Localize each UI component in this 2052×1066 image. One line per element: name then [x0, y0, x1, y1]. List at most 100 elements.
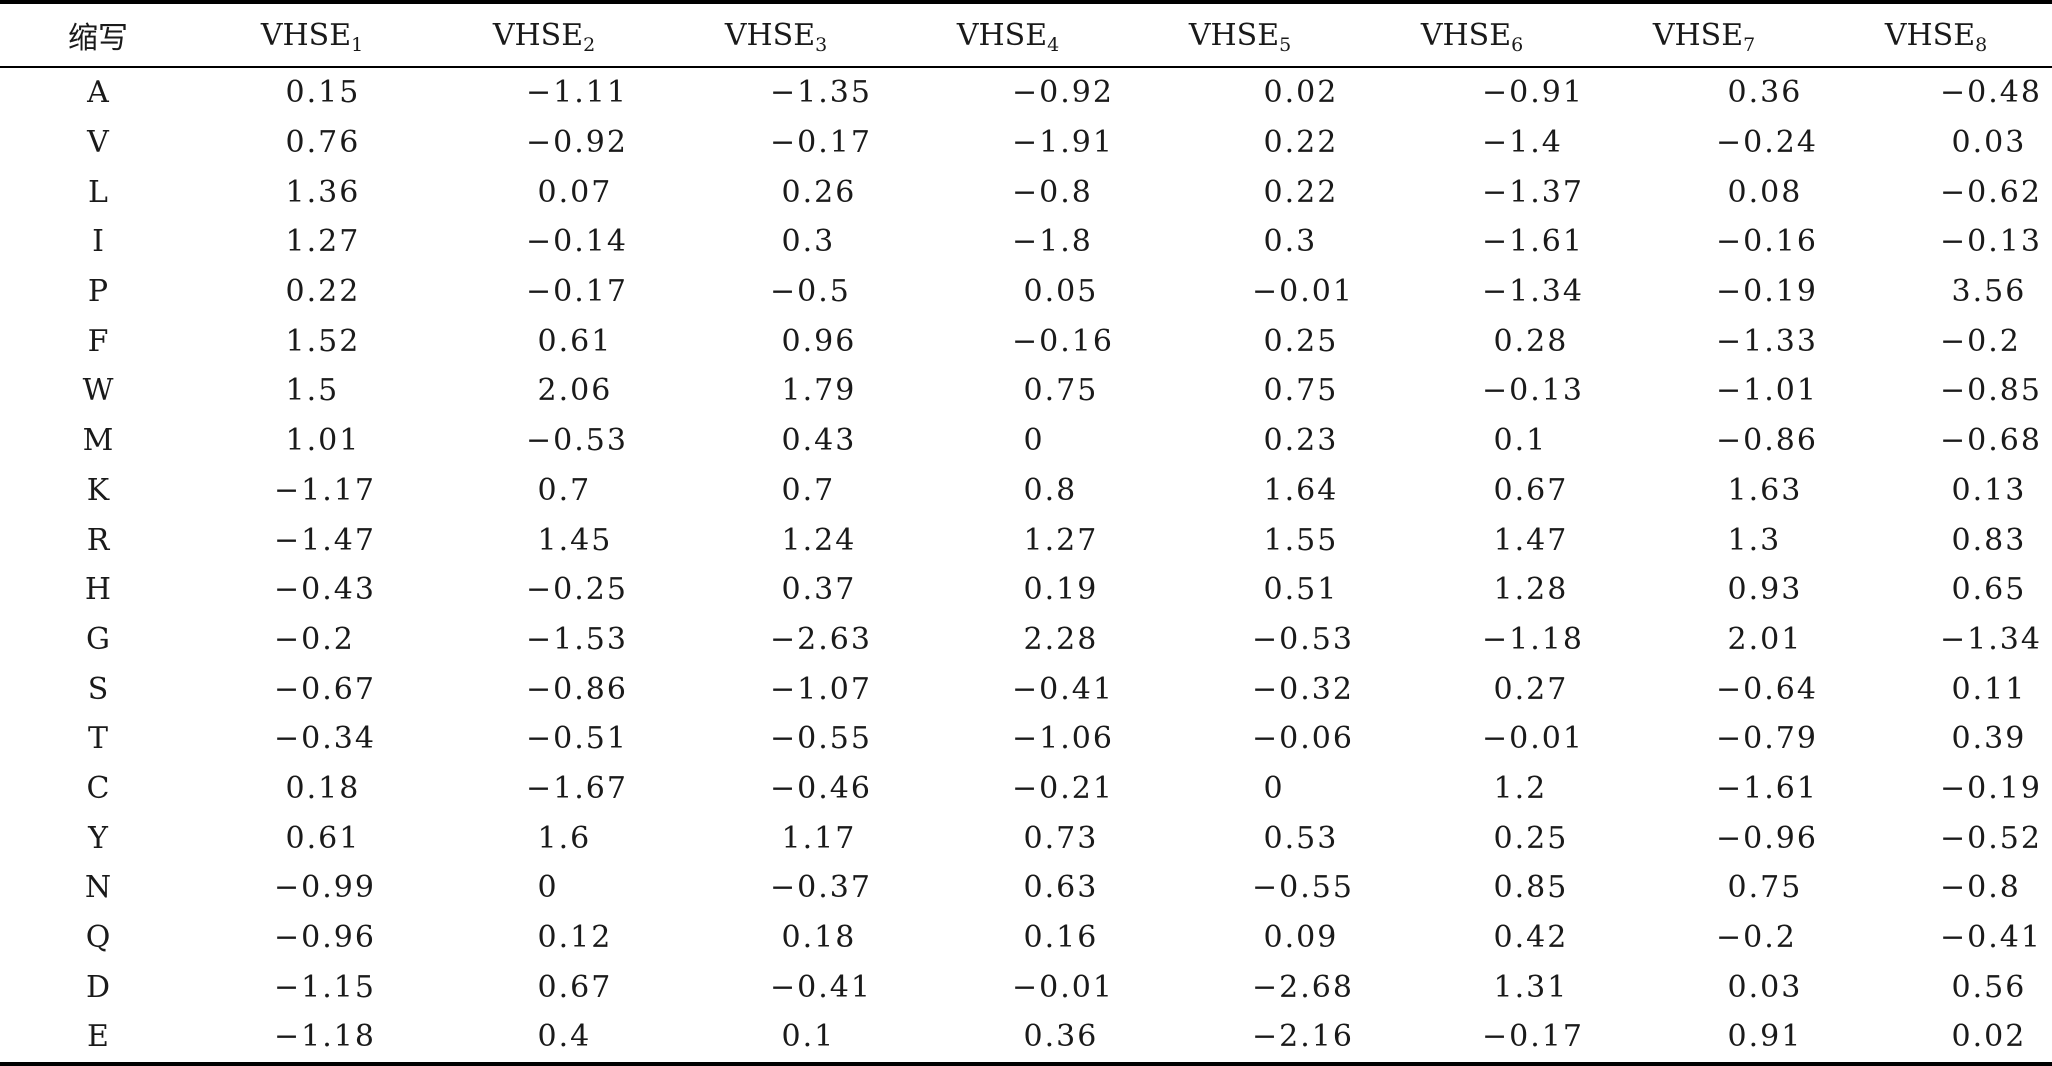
vhse-3-value: −0.17 [770, 125, 872, 161]
vhse-5-value: −2.68 [1252, 969, 1354, 1005]
vhse-7-value: −0.16 [1716, 224, 1818, 260]
vhse-1-value: 0.61 [274, 820, 361, 856]
vhse-6-value: 1.28 [1482, 572, 1569, 608]
amino-acid-abbreviation: E [87, 1019, 109, 1055]
vhse-1-value: 0.15 [274, 75, 361, 111]
vhse-2-value: 0.67 [526, 969, 613, 1005]
vhse-4-value: −0.92 [1012, 75, 1114, 111]
table-row: L 1.36 0.07 0.26 −0.8 0.22 −1.37 0.08 −0.62 [0, 167, 2052, 217]
vhse-6-value: −1.4 [1482, 125, 1563, 161]
vhse-4-value: 0 [1012, 423, 1045, 459]
vhse-5-value: 0.02 [1252, 75, 1339, 111]
vhse-8-value: 0.56 [1940, 969, 2027, 1005]
vhse-4-value: 0.8 [1012, 472, 1078, 508]
table-row: E −1.18 0.4 0.1 0.36 −2.16 −0.17 0.91 0.02 [0, 1012, 2052, 1064]
vhse-6-value: −0.13 [1482, 373, 1584, 409]
table-row: V 0.76 −0.92 −0.17 −1.91 0.22 −1.4 −0.24 0.03 [0, 118, 2052, 168]
vhse-8-value: −0.13 [1940, 224, 2042, 260]
table-row: A 0.15 −1.11 −1.35 −0.92 0.02 −0.91 0.36 −0.4… [0, 67, 2052, 118]
table-row: M 1.01 −0.53 0.43 0 0.23 0.1 −0.86 −0.68 [0, 416, 2052, 466]
vhse-8-value: −0.52 [1940, 820, 2042, 856]
vhse-6-value: 1.47 [1482, 522, 1569, 558]
vhse-5-value: 0.3 [1252, 224, 1318, 260]
vhse-7-value: 0.08 [1716, 174, 1803, 210]
vhse-8-value: 0.83 [1940, 522, 2027, 558]
table-row: Y 0.61 1.6 1.17 0.73 0.53 0.25 −0.96 −0.52 [0, 813, 2052, 863]
vhse-1-value: −0.99 [274, 870, 376, 906]
vhse-3-value: 0.3 [770, 224, 836, 260]
vhse-4-value: 0.36 [1012, 1019, 1099, 1055]
vhse-1-value: −1.18 [274, 1019, 376, 1055]
vhse-4-value: 0.19 [1012, 572, 1099, 608]
vhse-2-value: 1.6 [526, 820, 592, 856]
vhse-2-value: 1.45 [526, 522, 613, 558]
vhse-3-value: 0.37 [770, 572, 857, 608]
vhse-4-value: −1.06 [1012, 721, 1114, 757]
vhse-5-value: −0.32 [1252, 671, 1354, 707]
vhse-8-value: 0.39 [1940, 721, 2027, 757]
vhse-5-value: −0.55 [1252, 870, 1354, 906]
header-vhse-5: VHSE5 [1188, 17, 1292, 56]
vhse-3-value: −0.41 [770, 969, 872, 1005]
table-row: H −0.43 −0.25 0.37 0.19 0.51 1.28 0.93 0.6… [0, 565, 2052, 615]
vhse-1-value: 1.01 [274, 423, 361, 459]
vhse-4-value: 0.63 [1012, 870, 1099, 906]
vhse-1-value: 0.22 [274, 274, 361, 310]
vhse-1-value: 1.52 [274, 323, 361, 359]
table-row: W 1.5 2.06 1.79 0.75 0.75 −0.13 −1.01 −0.85 [0, 366, 2052, 416]
amino-acid-abbreviation: Q [85, 920, 111, 956]
header-vhse-6: VHSE6 [1420, 17, 1524, 56]
amino-acid-abbreviation: L [88, 174, 108, 210]
vhse-8-value: −1.34 [1940, 621, 2042, 657]
vhse-2-value: −0.51 [526, 721, 628, 757]
vhse-3-value: 0.1 [770, 1019, 836, 1055]
vhse-8-value: −0.8 [1940, 870, 2021, 906]
vhse-1-value: −1.15 [274, 969, 376, 1005]
vhse-4-value: 0.75 [1012, 373, 1099, 409]
vhse-1-value: −0.96 [274, 920, 376, 956]
amino-acid-abbreviation: W [82, 373, 114, 409]
vhse-5-value: 0.22 [1252, 174, 1339, 210]
vhse-2-value: 0.07 [526, 174, 613, 210]
vhse-6-value: 0.85 [1482, 870, 1569, 906]
vhse-3-value: 1.79 [770, 373, 857, 409]
vhse-7-value: −0.64 [1716, 671, 1818, 707]
vhse-8-value: −0.68 [1940, 423, 2042, 459]
table-row: S −0.67 −0.86 −1.07 −0.41 −0.32 0.27 −0.64 0.1… [0, 664, 2052, 714]
vhse-2-value: −0.25 [526, 572, 628, 608]
vhse-6-value: −1.34 [1482, 274, 1584, 310]
vhse-4-value: 0.05 [1012, 274, 1099, 310]
vhse-2-value: 0.61 [526, 323, 613, 359]
header-abbreviation: 缩写 [68, 21, 128, 56]
vhse-3-value: 1.17 [770, 820, 857, 856]
amino-acid-abbreviation: P [87, 274, 109, 310]
vhse-2-value: −0.14 [526, 224, 628, 260]
vhse-7-value: −0.96 [1716, 820, 1818, 856]
vhse-2-value: 0.12 [526, 920, 613, 956]
amino-acid-abbreviation: F [87, 323, 109, 359]
header-vhse-1: VHSE1 [260, 17, 364, 56]
vhse-4-value: 2.28 [1012, 621, 1099, 657]
vhse-7-value: 2.01 [1716, 621, 1803, 657]
vhse-5-value: 0.51 [1252, 572, 1339, 608]
vhse-4-value: −1.91 [1012, 125, 1114, 161]
vhse-3-value: −0.37 [770, 870, 872, 906]
amino-acid-abbreviation: S [87, 671, 109, 707]
vhse-8-value: −0.2 [1940, 323, 2021, 359]
vhse-8-value: 0.13 [1940, 472, 2027, 508]
vhse-1-value: 1.36 [274, 174, 361, 210]
vhse-1-value: 1.27 [274, 224, 361, 260]
amino-acid-abbreviation: T [87, 721, 108, 757]
vhse-8-value: 3.56 [1940, 274, 2027, 310]
vhse-7-value: 0.93 [1716, 572, 1803, 608]
vhse-7-value: −0.19 [1716, 274, 1818, 310]
vhse-8-value: −0.85 [1940, 373, 2042, 409]
vhse-6-value: −1.18 [1482, 621, 1584, 657]
vhse-2-value: −0.17 [526, 274, 628, 310]
vhse-1-value: −0.67 [274, 671, 376, 707]
vhse-3-value: 0.7 [770, 472, 836, 508]
vhse-8-value: 0.03 [1940, 125, 2027, 161]
vhse-3-value: −0.55 [770, 721, 872, 757]
